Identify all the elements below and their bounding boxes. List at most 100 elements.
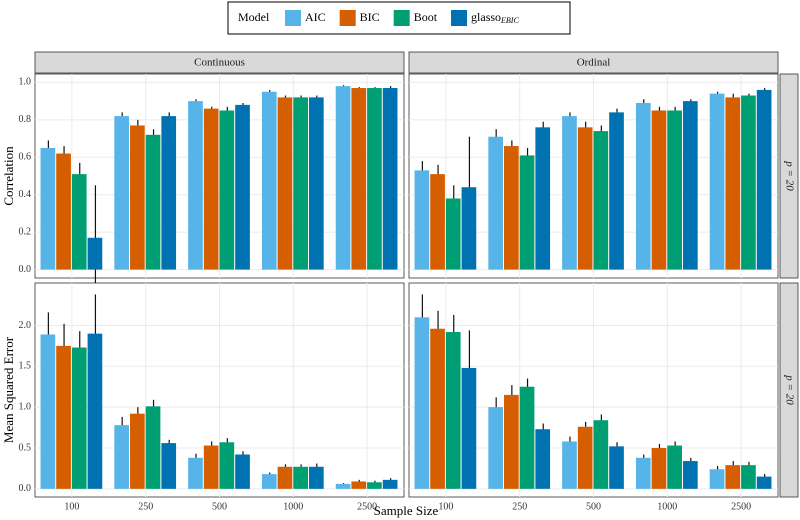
bar [593,420,609,489]
bar [445,198,461,270]
bar [277,97,293,270]
y-tick-label: 1.0 [19,77,32,88]
bar [488,136,504,270]
bar [609,112,624,270]
y-tick-label: 1.5 [19,361,32,372]
strip-label: Continuous [194,57,245,69]
bar [535,127,551,270]
bar [461,367,477,489]
row-strip-label: p = 20 [783,160,795,191]
bar [40,334,56,489]
y-tick-label: 0.5 [19,442,32,453]
bar [461,187,477,270]
bar [519,386,535,489]
bar [577,127,593,270]
bar [667,110,682,270]
bar [635,103,651,270]
bar [235,454,250,489]
legend-swatch [285,10,301,26]
bar [56,345,71,489]
bar [40,147,56,270]
x-tick-label: 100 [438,501,453,512]
y-tick-label: 2.0 [19,320,32,331]
bar [335,86,351,270]
x-tick-label: 250 [512,501,527,512]
bar [382,479,398,489]
legend-label: glassoEBIC [471,10,519,25]
bar [577,426,593,489]
bar [293,97,308,270]
row-strip-label: p = 20 [783,374,795,405]
bar [651,447,667,489]
x-tick-label: 2500 [731,501,751,512]
x-tick-label: 1000 [657,501,677,512]
bar [725,465,741,489]
legend-label: AIC [305,10,326,24]
y-tick-label: 0.0 [19,483,32,494]
bar [308,466,324,489]
bar [188,457,203,489]
row-strip [779,282,799,498]
bar [219,442,235,489]
bar [235,104,250,270]
bar [71,174,87,270]
bar [667,445,682,489]
legend-swatch [451,10,468,26]
y-axis-title: Correlation [1,146,16,206]
bar [114,425,130,489]
bar [741,465,756,489]
x-tick-label: 100 [64,501,79,512]
bar [709,469,725,489]
bar [203,445,219,489]
y-tick-label: 1.0 [19,401,32,412]
bar [277,466,293,489]
bar [445,332,461,489]
bar [87,237,103,270]
bar [504,146,519,270]
bar [161,116,177,270]
y-tick-label: 0.6 [19,152,32,163]
y-tick-label: 0.4 [19,189,32,200]
x-tick-label: 2500 [357,501,377,512]
bar [367,482,382,489]
x-axis-title: Sample Size [374,503,439,518]
bar [756,476,772,489]
bar [261,91,277,270]
legend-name: glasso [471,10,501,24]
x-tick-label: 500 [586,501,601,512]
bar [188,101,203,270]
legend-subscript: EBIC [500,16,519,25]
bar [203,108,219,270]
bar [651,110,667,270]
bar [609,446,624,489]
strip-label: Ordinal [577,57,611,69]
y-axis-title: Mean Squared Error [1,336,16,443]
bar [130,125,145,270]
strip [34,51,405,74]
bar [414,317,430,489]
bar [261,474,277,489]
bar [504,394,519,489]
bar [145,134,161,270]
y-tick-label: 0.8 [19,114,32,125]
bar [709,93,725,270]
bar [430,174,445,270]
bar [756,89,772,270]
x-tick-label: 500 [212,501,227,512]
x-tick-label: 250 [138,501,153,512]
bar [161,443,177,489]
legend-swatch [393,10,410,26]
y-tick-label: 0.2 [19,226,32,237]
bar [219,110,235,270]
bar [145,406,161,489]
bar [308,97,324,270]
bar [725,97,741,270]
bar [682,101,698,270]
row-strip [779,73,799,279]
strip [408,51,779,74]
legend-name: Boot [414,10,438,24]
bar [430,328,445,489]
bar [335,483,351,489]
bar [562,441,577,489]
bar [562,116,577,270]
